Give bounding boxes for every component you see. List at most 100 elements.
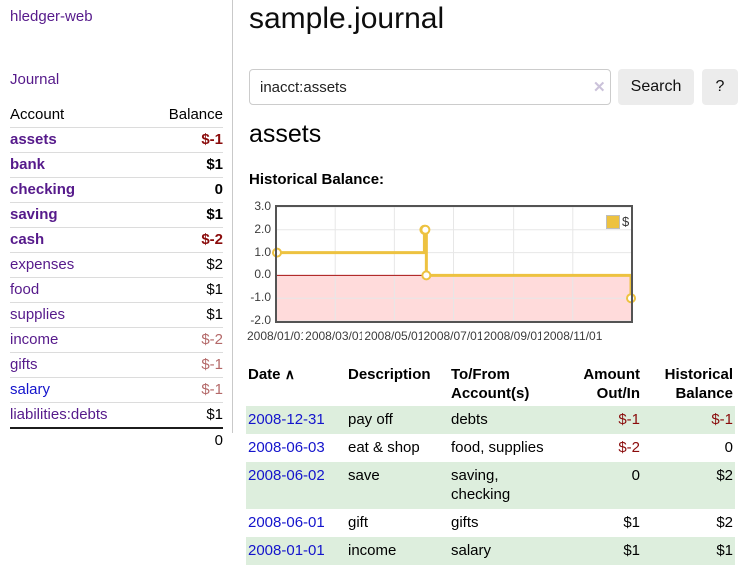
historical-balance-chart: $ 3.0 2.0 1.0 0.0 -1.0 -2.0 2008/01/01 2008/03/… [245, 199, 715, 355]
chart-y-axis-label: -2.0 [250, 313, 271, 327]
sort-asc-icon: ∧ [284, 366, 295, 382]
register-balance: $-1 [711, 411, 733, 428]
chart-y-axis-label: 3.0 [254, 199, 271, 213]
register-row: 2008-06-01 gift gifts $1 $2 [246, 509, 735, 537]
register-accounts: debts [451, 411, 488, 428]
account-row: food $1 [10, 278, 223, 303]
accounts-header-row: Account Balance [10, 103, 223, 128]
account-column-header: Account [10, 106, 65, 123]
register-row: 2008-06-03 eat & shop food, supplies $-2 0 [246, 434, 735, 462]
account-link[interactable]: food [10, 281, 40, 298]
balance-chart-svg [272, 205, 636, 323]
register-description: pay off [348, 411, 393, 428]
account-balance: $-1 [201, 381, 223, 398]
account-row: liabilities:debts $1 [10, 403, 223, 428]
register-description: save [348, 467, 380, 484]
account-link[interactable]: liabilities:debts [10, 406, 108, 423]
chart-legend: $ [606, 214, 629, 229]
sidebar: hledger-web Journal Account Balance asse… [0, 0, 233, 449]
account-balance: $2 [206, 256, 223, 273]
register-header-balance: Historical Balance [664, 366, 733, 402]
account-row: bank $1 [10, 153, 223, 178]
register-header-row: Date ∧ Description To/From Account(s) Am… [246, 362, 735, 406]
accounts-total-value: 0 [214, 432, 223, 449]
register-header-date[interactable]: Date ∧ [246, 362, 346, 406]
account-row: expenses $2 [10, 253, 223, 278]
register-amount: $1 [623, 514, 640, 531]
clear-search-icon[interactable]: ✕ [593, 79, 606, 96]
register-header-accounts: To/From Account(s) [451, 366, 530, 402]
account-balance: 0 [214, 181, 223, 198]
register-description: income [348, 542, 397, 559]
register-header-amount: Amount Out/In [583, 366, 640, 402]
account-link[interactable]: supplies [10, 306, 66, 323]
app-title-link[interactable]: hledger-web [10, 8, 93, 25]
chart-x-axis-label: 2008/09/01 [481, 329, 546, 343]
accounts-table: Account Balance assets $-1 bank $1 checking 0… [10, 103, 223, 453]
chart-x-axis-label: 2008/01/01 [245, 329, 309, 343]
register-date-link[interactable]: 2008-12-31 [248, 411, 325, 428]
register-amount: $-2 [618, 439, 640, 456]
chart-plot[interactable] [272, 205, 636, 323]
register-balance: $1 [716, 542, 733, 559]
register-row: 2008-01-01 income salary $1 $1 [246, 537, 735, 565]
register-header-description: Description [348, 366, 431, 383]
account-balance: $1 [206, 306, 223, 323]
account-balance: $1 [206, 206, 223, 223]
chart-y-axis-label: 0.0 [254, 267, 271, 282]
account-balance: $-2 [201, 231, 223, 248]
account-link[interactable]: checking [10, 181, 76, 198]
chart-x-axis-label: 2008/07/01 [421, 329, 486, 343]
legend-swatch-icon [606, 214, 620, 229]
chart-y-axis-label: 2.0 [254, 221, 271, 236]
account-row: gifts $-1 [10, 353, 223, 378]
help-button[interactable]: ? [702, 69, 738, 105]
account-row: salary $-1 [10, 378, 223, 403]
account-link[interactable]: income [10, 331, 59, 348]
register-amount: $-1 [618, 411, 640, 428]
account-balance: $-1 [201, 131, 223, 148]
register-accounts: saving, checking [451, 467, 511, 503]
account-row: assets $-1 [10, 128, 223, 153]
account-link[interactable]: gifts [10, 356, 38, 373]
register-date-link[interactable]: 2008-06-02 [248, 467, 325, 484]
chart-y-axis-label: -1.0 [250, 290, 271, 305]
account-link[interactable]: saving [10, 206, 58, 223]
register-header-date-label: Date [248, 366, 281, 383]
register-accounts: food, supplies [451, 439, 544, 456]
account-link[interactable]: salary [10, 381, 51, 398]
account-row: cash $-2 [10, 228, 223, 253]
account-link[interactable]: bank [10, 156, 46, 173]
register-description: eat & shop [348, 439, 420, 456]
chart-x-axis-label: 2008/11/01 [540, 329, 605, 343]
register-date-link[interactable]: 2008-06-01 [248, 514, 325, 531]
main-content: sample.journal ✕ Search ? assets Histori… [233, 0, 742, 582]
account-balance: $1 [206, 156, 223, 173]
register-balance: $2 [716, 514, 733, 531]
register-row: 2008-06-02 save saving, checking 0 $2 [246, 462, 735, 509]
search-input[interactable] [249, 69, 611, 105]
register-balance: 0 [724, 439, 733, 456]
account-link[interactable]: expenses [10, 256, 75, 273]
register-accounts: gifts [451, 514, 479, 531]
legend-label: $ [622, 214, 630, 229]
register-date-link[interactable]: 2008-06-03 [248, 439, 325, 456]
search-button[interactable]: Search [618, 69, 694, 105]
account-link[interactable]: assets [10, 131, 57, 148]
register-date-link[interactable]: 2008-01-01 [248, 542, 325, 559]
account-balance: $-2 [201, 331, 223, 348]
account-heading: assets [249, 120, 322, 148]
register-row: 2008-12-31 pay off debts $-1 $-1 [246, 406, 735, 434]
register-accounts: salary [451, 542, 492, 559]
account-row: saving $1 [10, 203, 223, 228]
account-balance: $1 [206, 281, 223, 298]
register-amount: 0 [631, 467, 640, 484]
accounts-total-spacer [10, 428, 147, 453]
account-balance: $1 [206, 406, 223, 423]
register-description: gift [348, 514, 369, 531]
account-link[interactable]: cash [10, 231, 45, 248]
account-row: checking 0 [10, 178, 223, 203]
chart-title: Historical Balance: [249, 171, 385, 188]
sidebar-item-journal[interactable]: Journal [10, 71, 60, 88]
